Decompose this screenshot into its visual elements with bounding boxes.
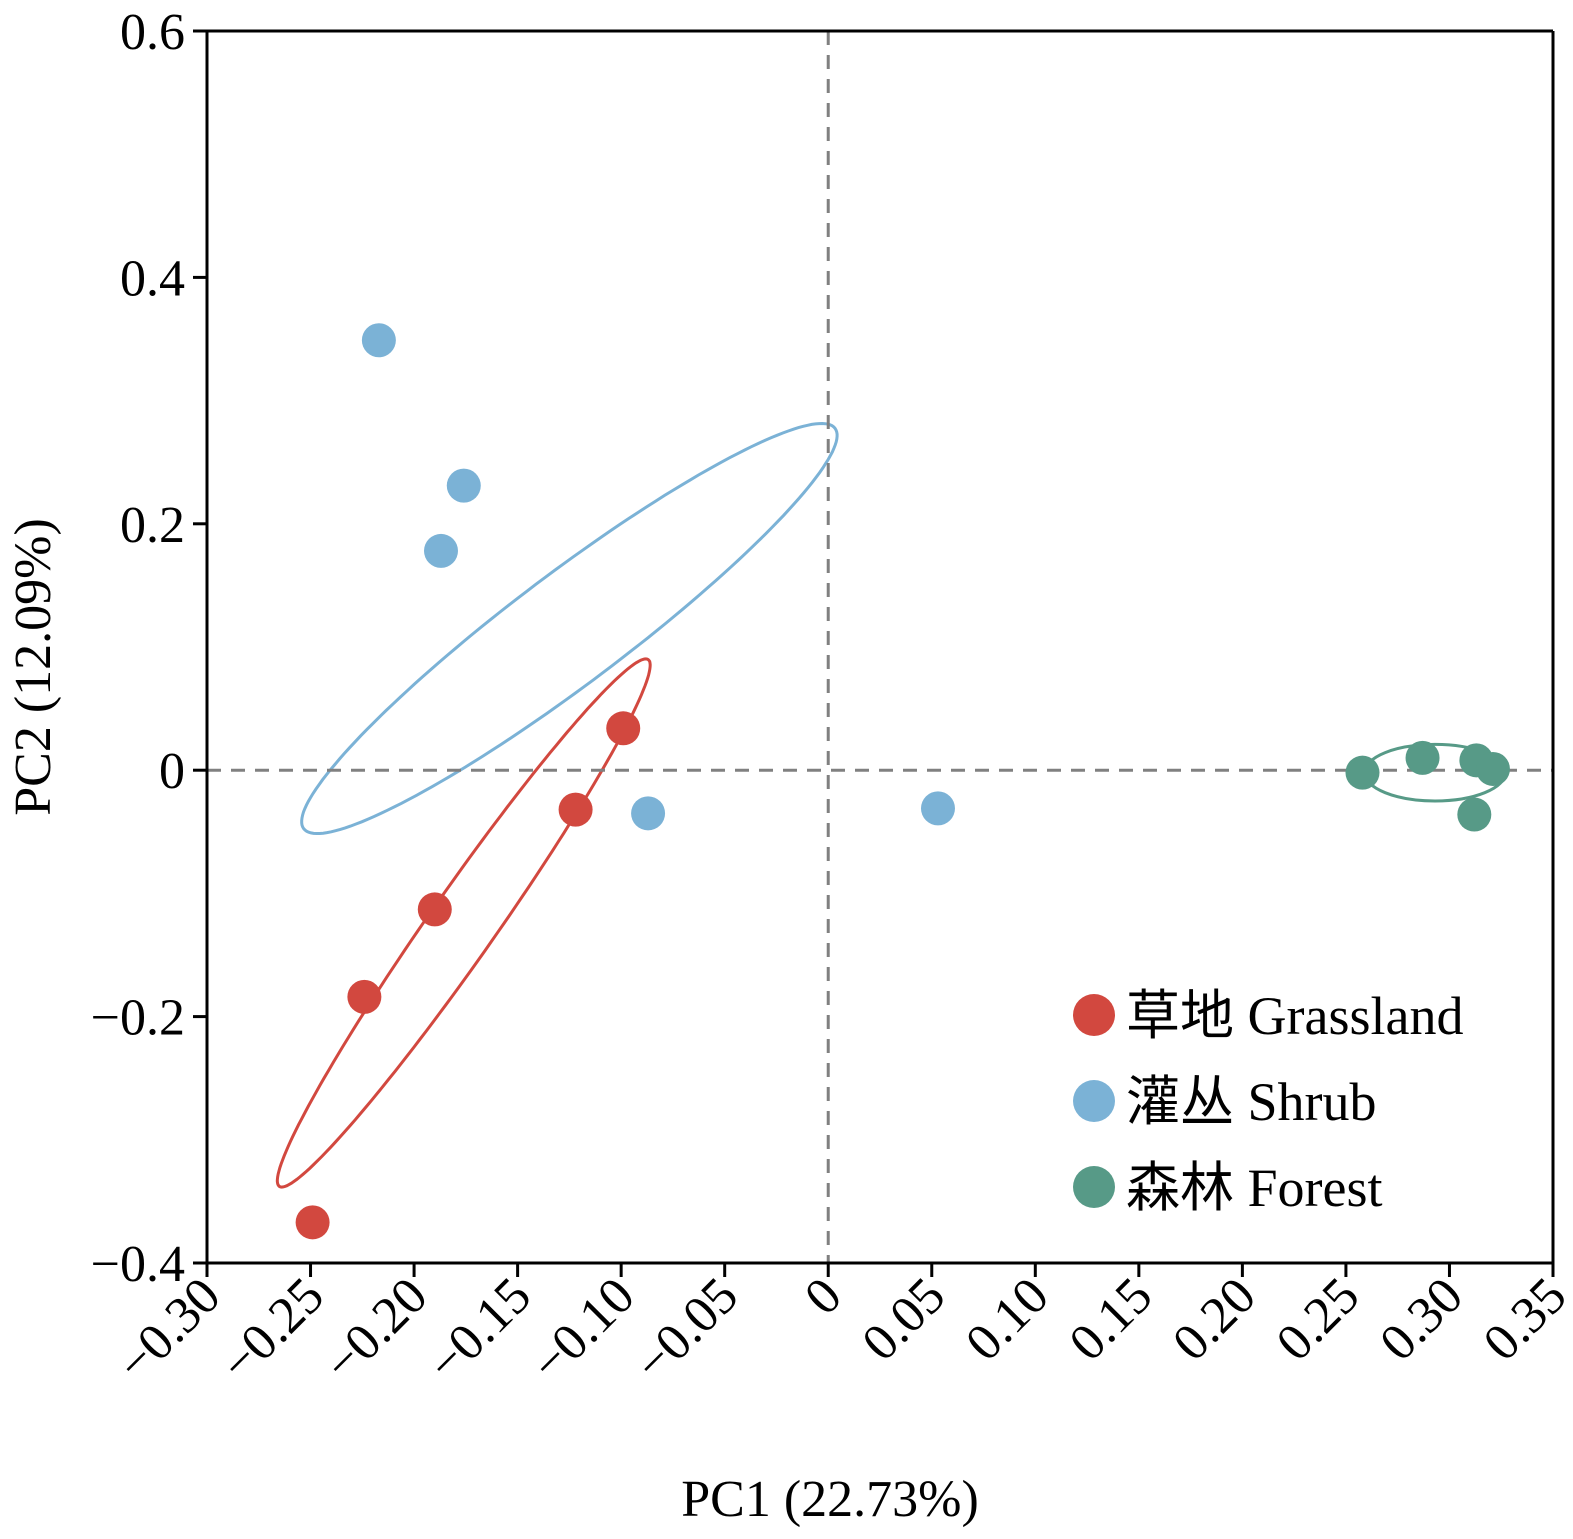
legend-marker	[1073, 994, 1115, 1036]
legend-marker	[1073, 1080, 1115, 1122]
data-point	[920, 791, 955, 826]
data-point	[1457, 797, 1492, 832]
y-tick-label: 0.6	[120, 4, 185, 61]
legend-label: 森林 Forest	[1126, 1158, 1383, 1218]
x-tick-label: 0.20	[1162, 1267, 1267, 1372]
data-point	[1475, 751, 1510, 786]
data-point	[1405, 740, 1440, 775]
data-point	[558, 792, 593, 827]
ellipse-2	[300, 421, 839, 835]
y-tick-label: −0.4	[91, 1236, 185, 1293]
legend-marker	[1073, 1166, 1115, 1208]
legend-label: 草地 Grassland	[1126, 986, 1463, 1046]
data-point	[631, 796, 666, 831]
x-tick-label: −0.15	[417, 1267, 542, 1392]
x-tick-label: −0.10	[520, 1267, 645, 1392]
data-point	[606, 711, 641, 746]
y-tick-label: 0.4	[120, 250, 185, 307]
x-tick-label: −0.05	[624, 1267, 749, 1392]
data-points	[295, 323, 1510, 1240]
x-tick-label: 0	[794, 1267, 853, 1326]
x-tick-label: 0.15	[1059, 1267, 1164, 1372]
y-tick-label: −0.2	[91, 990, 185, 1047]
x-tick-label: 0.10	[955, 1267, 1060, 1372]
legend: 草地 Grassland 灌丛 Shrub 森林 Forest	[1073, 986, 1463, 1218]
data-point	[347, 979, 382, 1014]
data-point	[446, 468, 481, 503]
x-tick-label: 0.25	[1266, 1267, 1371, 1372]
x-axis-title: PC1 (22.73%)	[681, 1471, 979, 1528]
x-tick-label: 0.35	[1473, 1267, 1573, 1372]
data-point	[361, 323, 396, 358]
axes: −0.4−0.200.20.40.6−0.30−0.25−0.20−0.15−0…	[5, 4, 1573, 1528]
x-tick-label: 0.05	[852, 1267, 957, 1372]
ellipse-1	[275, 657, 652, 1189]
y-tick-label: 0.2	[120, 497, 185, 554]
x-tick-label: −0.20	[313, 1267, 438, 1392]
data-point	[423, 533, 458, 568]
y-tick-label: 0	[159, 743, 185, 800]
data-point	[417, 892, 452, 927]
data-point	[1345, 755, 1380, 790]
x-tick-label: −0.25	[210, 1267, 335, 1392]
data-point	[295, 1205, 330, 1240]
x-tick-label: 0.30	[1369, 1267, 1474, 1372]
reference-lines	[207, 31, 1553, 1263]
y-axis-title: PC2 (12.09%)	[5, 518, 62, 816]
legend-label: 灌丛 Shrub	[1126, 1072, 1377, 1132]
